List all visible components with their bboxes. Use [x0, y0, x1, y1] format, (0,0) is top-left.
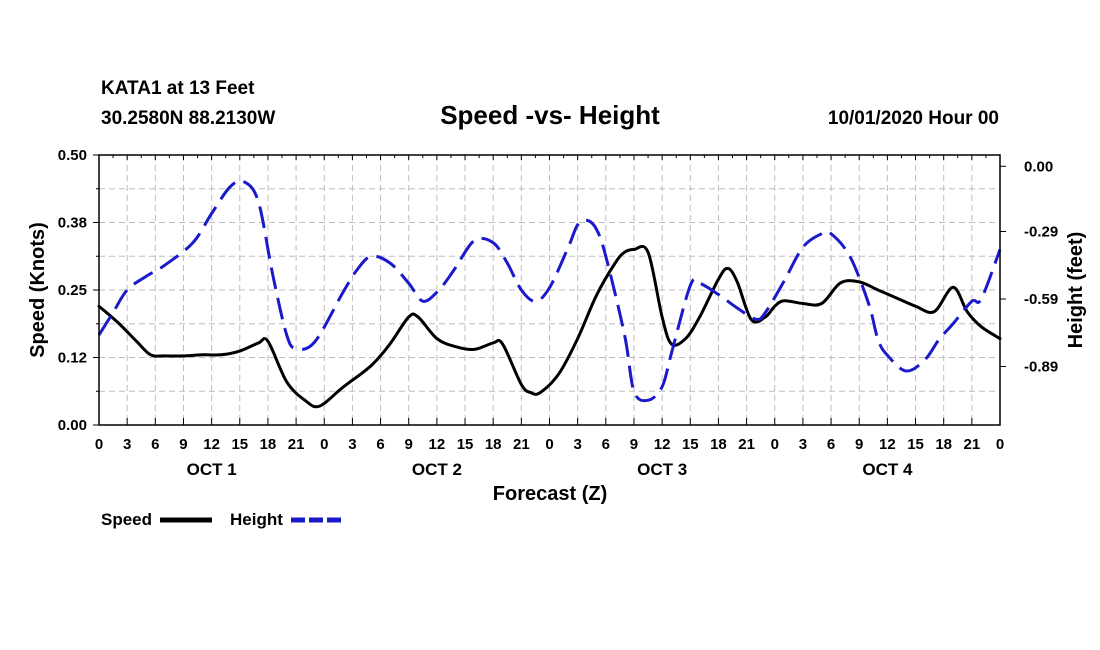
x-tick-label: 18 [485, 436, 502, 453]
y2-axis-title: Height (feet) [1065, 232, 1087, 349]
y-tick-label: 0.38 [58, 215, 87, 232]
x-tick-label: 9 [630, 436, 638, 453]
y2-axis-ticks: 0.00 -0.29 -0.59 -0.89 [1000, 158, 1058, 376]
series-line-height [97, 179, 1002, 403]
coordinates-label: 30.2580N 88.2130W [101, 108, 275, 129]
x-tick-label: 18 [935, 436, 952, 453]
x-tick-label: 15 [682, 436, 699, 453]
plot-frame [98, 154, 1001, 426]
x-axis-title: Forecast (Z) [493, 483, 607, 505]
day-label: OCT 1 [187, 460, 237, 479]
x-tick-label: 12 [654, 436, 671, 453]
day-labels: OCT 1 OCT 2 OCT 3 OCT 4 [187, 460, 913, 479]
x-tick-label: 0 [771, 436, 779, 453]
x-tick-label: 21 [738, 436, 755, 453]
x-tick-label: 15 [231, 436, 248, 453]
y-tick-label: 0.25 [58, 282, 87, 299]
x-tick-label: 21 [964, 436, 981, 453]
legend: Speed Height [101, 510, 342, 529]
y2-tick-label: -0.89 [1024, 359, 1058, 376]
y-tick-label: 0.12 [58, 350, 87, 367]
x-tick-label: 12 [203, 436, 220, 453]
x-tick-label: 6 [602, 436, 610, 453]
x-tick-label: 18 [260, 436, 277, 453]
day-label: OCT 3 [637, 460, 687, 479]
datetime-label: 10/01/2020 Hour 00 [828, 108, 999, 129]
x-tick-label: 3 [123, 436, 131, 453]
day-label: OCT 2 [412, 460, 462, 479]
x-tick-label: 9 [855, 436, 863, 453]
x-tick-label: 9 [179, 436, 187, 453]
x-tick-label: 15 [457, 436, 474, 453]
y2-tick-label: -0.29 [1024, 224, 1058, 241]
series-lines [97, 179, 1002, 409]
grid [99, 155, 1000, 425]
x-axis-ticks: 0 3 6 9 12 15 18 21 0 3 6 9 12 15 18 21 0 3 6 9 12 15 18 21 0 3 6 9… [95, 155, 1004, 453]
x-tick-label: 3 [348, 436, 356, 453]
station-label: KATA1 at 13 Feet [101, 78, 255, 99]
x-tick-label: 21 [288, 436, 305, 453]
x-tick-label: 12 [429, 436, 446, 453]
x-tick-label: 6 [151, 436, 159, 453]
x-tick-label: 0 [95, 436, 103, 453]
x-tick-label: 15 [907, 436, 924, 453]
y-tick-label: 0.50 [58, 147, 87, 164]
y-axis-title: Speed (Knots) [27, 222, 49, 358]
day-label: OCT 4 [862, 460, 913, 479]
chart-title: Speed -vs- Height [440, 100, 660, 130]
x-tick-label: 9 [405, 436, 413, 453]
legend-speed-label: Speed [101, 510, 152, 529]
x-tick-label: 12 [879, 436, 896, 453]
x-tick-label: 21 [513, 436, 530, 453]
x-tick-label: 0 [996, 436, 1004, 453]
y-tick-label: 0.00 [58, 417, 87, 434]
y2-tick-label: -0.59 [1024, 291, 1058, 308]
y2-tick-label: 0.00 [1024, 158, 1053, 175]
x-tick-label: 6 [827, 436, 835, 453]
series-line-speed [97, 244, 1002, 409]
x-tick-label: 6 [376, 436, 384, 453]
x-tick-label: 3 [799, 436, 807, 453]
x-tick-label: 3 [573, 436, 581, 453]
y-axis-ticks: 0.00 0.12 0.25 0.38 0.50 [58, 147, 99, 434]
x-tick-label: 0 [545, 436, 553, 453]
x-tick-label: 0 [320, 436, 328, 453]
legend-height-label: Height [230, 510, 283, 529]
x-tick-label: 18 [710, 436, 727, 453]
